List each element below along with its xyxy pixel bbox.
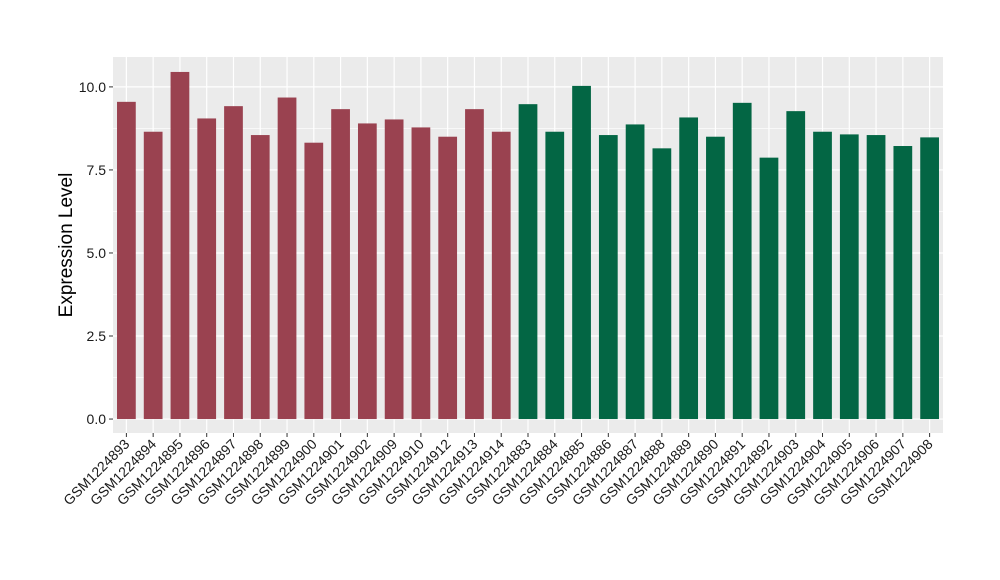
bar-GSM1224909 [384,119,404,420]
bar-GSM1224904 [813,131,832,420]
bar-GSM1224913 [465,109,484,420]
bar-GSM1224888 [652,148,672,420]
bar-GSM1224910 [411,127,431,420]
y-tick-label: 5.0 [87,245,107,261]
y-tick-label: 10.0 [79,79,106,95]
y-tick-label: 0.0 [87,411,107,427]
y-axis: 0.0 2.5 5.0 7.5 10.0 [79,79,113,427]
bar-GSM1224892 [759,157,779,420]
bar-GSM1224905 [839,134,859,420]
y-axis-title: Expression Level [56,173,77,318]
bar-GSM1224912 [438,136,458,420]
bar-GSM1224897 [224,106,243,420]
y-tick-label: 7.5 [87,162,107,178]
bar-GSM1224890 [706,136,725,420]
bar-GSM1224893 [117,101,136,420]
x-axis: GSM1224893GSM1224894GSM1224895GSM1224896… [60,433,936,508]
bar-GSM1224883 [518,104,538,420]
bar-GSM1224908 [920,137,939,420]
bar-GSM1224899 [277,97,297,420]
bar-GSM1224896 [197,118,217,420]
bar-GSM1224886 [598,135,618,420]
bar-GSM1224900 [304,142,324,420]
bar-GSM1224891 [732,102,752,420]
bars [117,71,939,420]
bar-GSM1224903 [786,111,806,420]
bar-GSM1224895 [170,71,190,420]
bar-GSM1224887 [625,124,645,420]
bar-GSM1224884 [545,131,565,420]
bar-GSM1224885 [572,85,591,420]
bar-GSM1224906 [866,135,886,420]
bar-GSM1224907 [893,146,913,420]
bar-GSM1224901 [331,109,350,420]
bar-GSM1224914 [491,131,511,420]
y-tick-label: 2.5 [87,328,107,344]
bar-GSM1224894 [143,131,163,420]
bar-GSM1224898 [250,135,270,420]
bar-GSM1224889 [679,117,699,420]
bar-GSM1224902 [357,123,377,420]
